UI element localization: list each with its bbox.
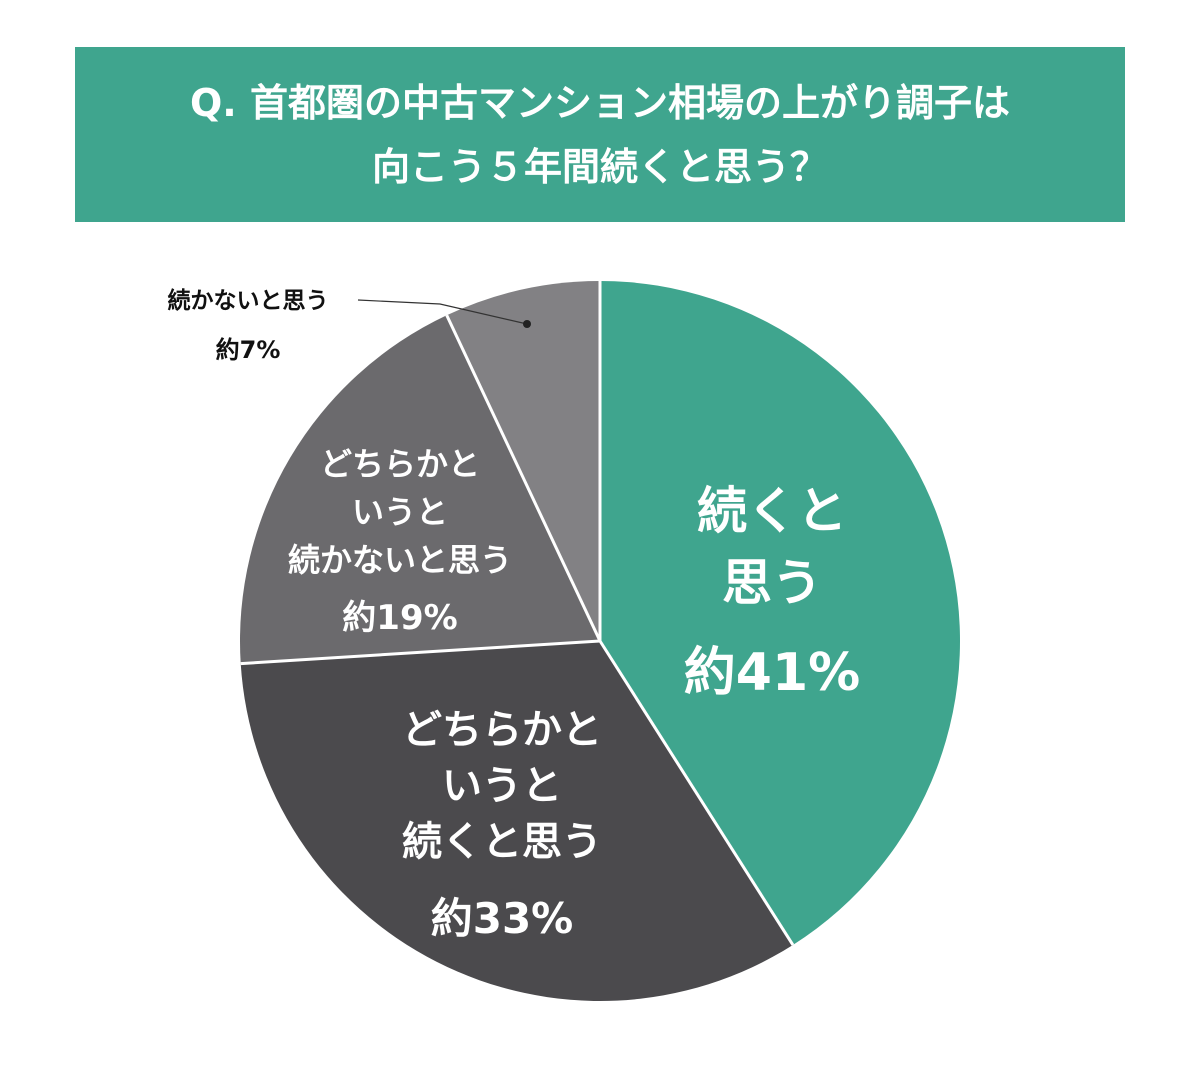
slice-label: 続くと 思う [697,482,847,612]
slice-label: どちらかと いうと 続かないと思う [287,445,513,579]
value-label: 約41% [683,643,861,703]
value-label: 約19% [342,598,458,638]
pie-slice [600,281,961,945]
pie-slice [240,641,793,1002]
value-label: 約33% [430,894,574,943]
slice-label: どちらかと いうと 続くと思う [402,707,602,865]
pie-slice [446,281,600,641]
leader-line [357,299,528,325]
slice-label: 続かないと思う [167,288,329,314]
slice-separator [445,314,602,642]
leader-dot [523,320,531,328]
slice-separator [240,639,601,666]
slice-separator [598,640,795,946]
value-label: 約7% [215,336,281,364]
pie-slice [239,315,600,664]
chart-title: Q. 首都圏の中古マンション相場の上がり調子は 向こう５年間続くと思う？ [75,47,1125,222]
